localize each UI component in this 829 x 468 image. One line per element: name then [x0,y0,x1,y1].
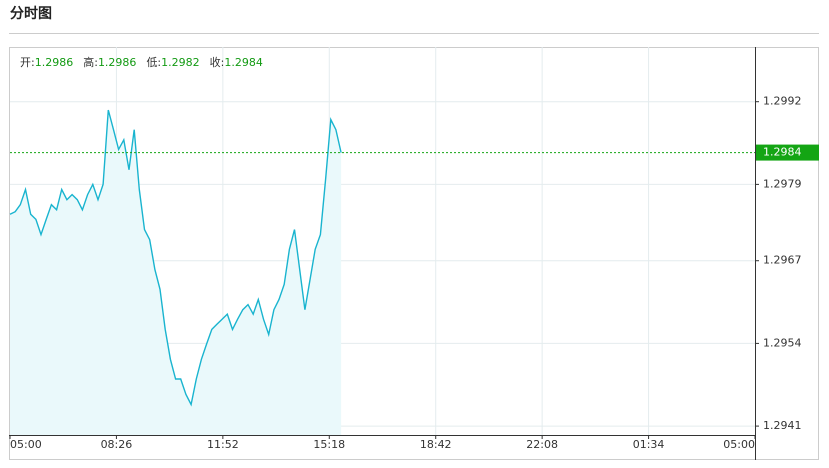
page-title: 分时图 [10,5,52,22]
stat-label: 收: [210,55,225,69]
y-tick-label: 1.2979 [763,177,802,190]
stat-value: 1.2984 [224,56,263,69]
x-tick-label: 05:00 [10,438,42,451]
area [10,110,342,435]
y-tick-label: 1.2992 [763,95,802,108]
chart-frame [9,47,819,460]
stat-label: 开: [20,56,35,69]
x-tick-label: 05:00 [723,438,755,451]
y-tick-label: 1.2967 [763,254,802,267]
x-tick-label: 11:52 [207,438,239,451]
x-tick-label: 18:42 [420,438,452,451]
stat-value: 1.2982 [161,56,200,69]
last-price-label: 1.2984 [763,146,802,159]
price-line [9,109,342,407]
x-tick-label: 22:08 [526,438,558,451]
x-tick-label: 08:26 [101,438,133,451]
stat-label: 低: [146,56,161,69]
y-tick-label: 1.2954 [763,336,802,349]
x-tick-label: 01:34 [633,438,665,451]
y-tick-label: 1.2941 [763,419,802,432]
stat-label: 高: [83,55,98,69]
x-tick-label: 15:18 [313,438,345,451]
last-price-box [756,144,819,161]
stat-value: 1.2986 [98,56,137,69]
stat-value: 1.2986 [35,56,74,69]
